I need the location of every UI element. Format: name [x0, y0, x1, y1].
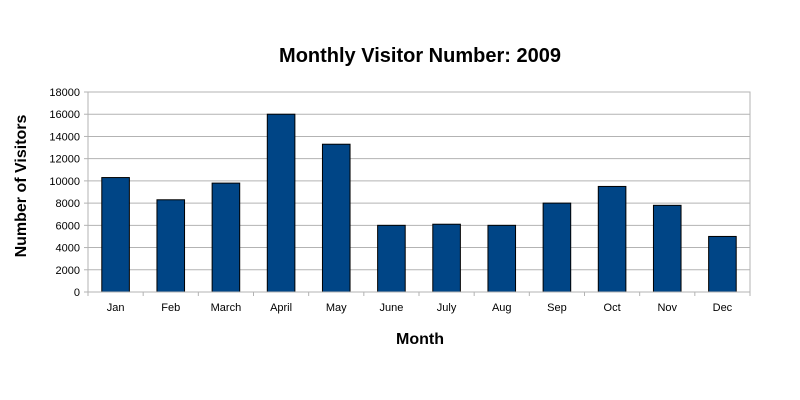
- x-tick-label: Nov: [657, 302, 677, 314]
- y-axis-label: Number of Visitors: [13, 114, 30, 257]
- y-tick-label: 10000: [49, 176, 80, 188]
- x-tick-label: July: [437, 302, 457, 314]
- gridlines: [88, 91, 750, 271]
- x-tick-label: May: [326, 302, 347, 314]
- x-axis-label: Month: [396, 331, 444, 348]
- y-tick-label: 12000: [49, 154, 80, 166]
- bar-dec: [708, 235, 737, 293]
- bars: [101, 113, 737, 293]
- bar-oct: [597, 185, 627, 293]
- bar-march: [211, 182, 241, 293]
- y-tick-label: 8000: [56, 198, 80, 210]
- bar-feb: [156, 199, 186, 293]
- y-tick-label: 6000: [56, 220, 80, 232]
- y-tick-label: 4000: [56, 243, 80, 255]
- chart-title: Monthly Visitor Number: 2009: [279, 45, 561, 67]
- bar-april: [266, 113, 296, 293]
- x-tick-label: Sep: [547, 302, 567, 314]
- y-tick-label: 14000: [49, 131, 80, 143]
- x-tick-label: Dec: [713, 302, 733, 314]
- x-tick-label: April: [270, 302, 292, 314]
- bar-may: [321, 143, 351, 293]
- y-tick-labels: 0 2000 4000 6000 8000 10000 12000 14000 16000 180…: [49, 87, 80, 299]
- bar-jan: [101, 177, 130, 293]
- plot-area-frame: [87, 91, 751, 293]
- x-tick-label: Oct: [604, 302, 621, 314]
- bar-nov: [652, 204, 682, 293]
- y-tick-label: 16000: [49, 109, 80, 121]
- x-tick-label: Aug: [492, 302, 512, 314]
- x-tick-label: Feb: [161, 302, 180, 314]
- y-tick-label: 18000: [49, 87, 80, 99]
- x-tick-label: June: [379, 302, 403, 314]
- bar-aug: [487, 224, 517, 293]
- x-tick-label: March: [211, 302, 242, 314]
- bar-sep: [542, 202, 572, 293]
- x-tick-labels: Jan Feb March April May June July Aug Sep Oct Nov D…: [107, 302, 733, 314]
- y-tick-label: 2000: [56, 265, 80, 277]
- bar-july: [432, 223, 461, 293]
- axes: [84, 91, 751, 296]
- x-tick-label: Jan: [107, 302, 125, 314]
- bar-june: [377, 224, 406, 293]
- y-tick-label: 0: [74, 287, 80, 299]
